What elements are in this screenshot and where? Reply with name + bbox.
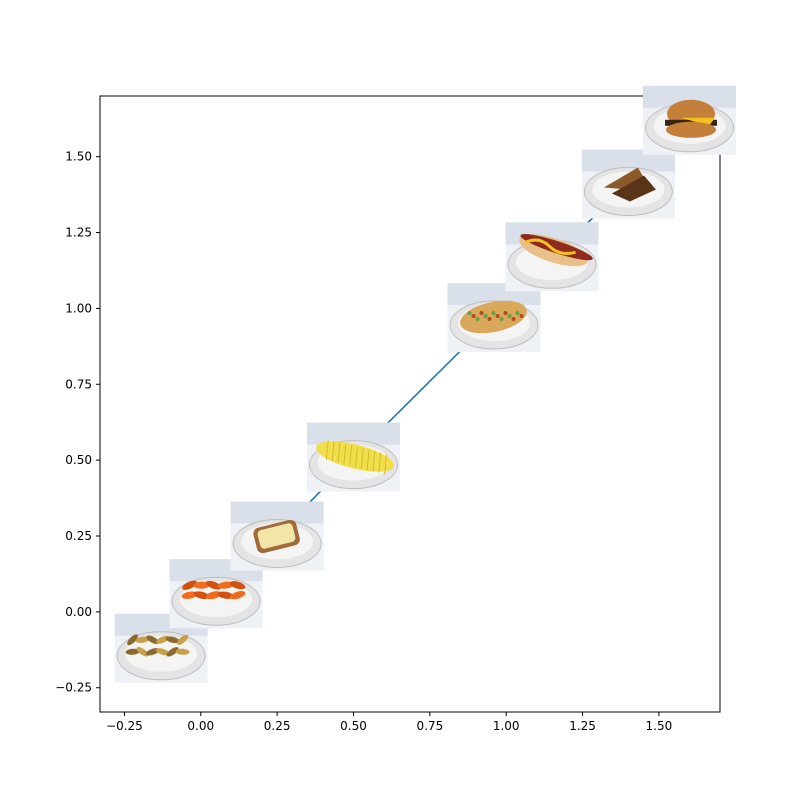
- marker-layer: [114, 85, 736, 683]
- y-tick-label: 0.50: [65, 453, 92, 467]
- fried-food-plate-icon: [114, 613, 208, 683]
- x-tick-label: 1.25: [569, 719, 596, 733]
- x-axis: −0.25 0.00 0.25 0.50 0.75 1.00 1.25 1.50: [106, 712, 672, 733]
- y-tick-label: 0.00: [65, 605, 92, 619]
- taco-plate-icon: [447, 283, 541, 352]
- x-tick-label: −0.25: [106, 719, 143, 733]
- hotdog-plate-icon: [505, 222, 599, 292]
- y-axis: −0.25 0.00 0.25 0.50 0.75 1.00 1.25 1.50: [55, 150, 100, 695]
- toast-plate-icon: [581, 149, 675, 219]
- y-tick-label: −0.25: [55, 681, 92, 695]
- y-tick-label: 1.25: [65, 226, 92, 240]
- bread-plate-icon: [230, 501, 324, 571]
- x-tick-label: 1.50: [646, 719, 673, 733]
- x-tick-label: 0.00: [187, 719, 214, 733]
- carrots-plate-icon: [169, 559, 263, 629]
- x-tick-label: 1.00: [493, 719, 520, 733]
- y-tick-label: 0.25: [65, 529, 92, 543]
- y-tick-label: 1.50: [65, 150, 92, 164]
- y-tick-label: 1.00: [65, 301, 92, 315]
- x-tick-label: 0.50: [340, 719, 367, 733]
- x-tick-label: 0.75: [416, 719, 443, 733]
- x-tick-label: 0.25: [264, 719, 291, 733]
- corn-plate-icon: [307, 422, 400, 492]
- burger-plate-icon: [643, 85, 736, 155]
- y-tick-label: 0.75: [65, 377, 92, 391]
